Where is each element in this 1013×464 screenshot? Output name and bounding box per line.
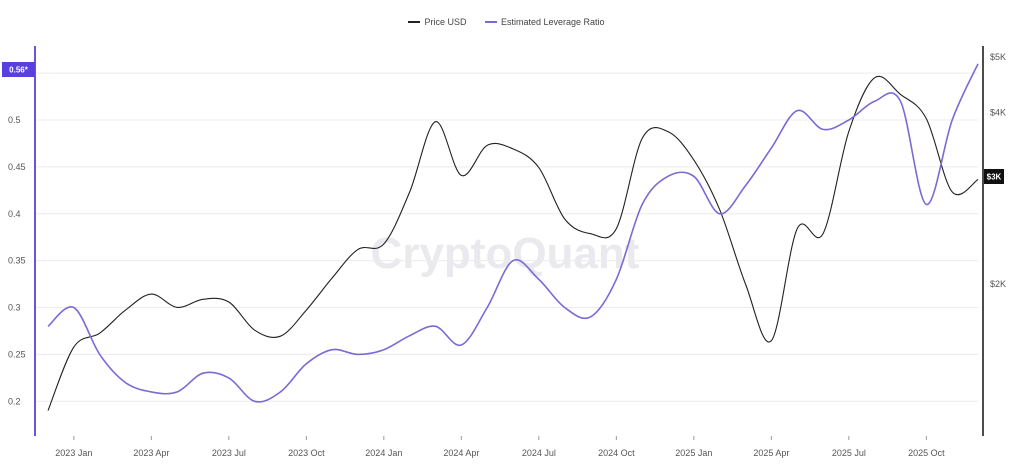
left-tick-label: 0.25 [8, 349, 26, 359]
current-price-badge [984, 169, 1004, 184]
grid-lines [36, 72, 978, 402]
legend-swatch-price [408, 21, 421, 23]
x-tick-label: 2024 Apr [443, 448, 479, 458]
x-tick-label: 2025 Apr [753, 448, 789, 458]
x-axis-ticks: 2023 Jan 2023 Apr 2023 Jul 2023 Oct 2024 Jan… [55, 436, 945, 458]
left-tick-label: 0.35 [8, 256, 26, 266]
legend-label-price: Price USD [424, 17, 467, 27]
left-tick-label: 0.5 [8, 115, 21, 125]
right-axis-ticks: $2K $4K $5K [990, 52, 1006, 289]
legend-item-price[interactable]: Price USD [408, 17, 466, 27]
current-price-badge-text: $3K [987, 173, 1002, 182]
x-tick-label: 2023 Oct [288, 448, 325, 458]
price-line [47, 75, 979, 411]
right-tick-label: $4K [990, 107, 1006, 117]
x-tick-label: 2025 Oct [908, 448, 945, 458]
x-tick-label: 2024 Jan [365, 448, 402, 458]
right-tick-label: $5K [990, 52, 1006, 62]
legend-item-ratio[interactable]: Estimated Leverage Ratio [484, 17, 605, 27]
left-axis-ticks: 0.20.250.30.350.40.450.50.55 [8, 68, 26, 406]
x-tick-label: 2024 Oct [598, 448, 635, 458]
chart-legend: Price USD Estimated Leverage Ratio [0, 15, 1013, 27]
x-tick-label: 2023 Jan [55, 448, 92, 458]
left-tick-label: 0.3 [8, 303, 21, 313]
current-ratio-badge-text: 0.56* [9, 66, 29, 75]
x-tick-label: 2023 Jul [212, 448, 246, 458]
legend-swatch-ratio [484, 21, 497, 23]
left-tick-label: 0.4 [8, 209, 21, 219]
x-tick-label: 2025 Jan [675, 448, 712, 458]
left-tick-label: 0.2 [8, 396, 21, 406]
leverage-ratio-line [47, 63, 979, 403]
x-tick-label: 2023 Apr [133, 448, 169, 458]
series-lines [47, 63, 979, 411]
legend-label-ratio: Estimated Leverage Ratio [500, 17, 605, 27]
x-tick-label: 2024 Jul [522, 448, 556, 458]
left-tick-label: 0.45 [8, 162, 26, 172]
value-badges: 0.56* $3K [2, 62, 1004, 184]
right-tick-label: $2K [990, 279, 1006, 289]
x-tick-label: 2025 Jul [832, 448, 866, 458]
current-ratio-badge [2, 62, 35, 77]
